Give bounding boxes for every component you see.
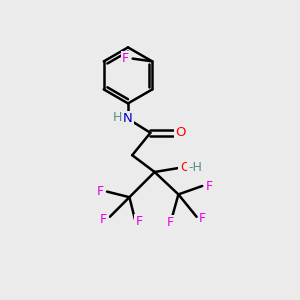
Text: F: F — [100, 213, 107, 226]
Text: -H: -H — [189, 161, 203, 174]
Text: F: F — [96, 185, 103, 198]
Text: F: F — [167, 216, 174, 229]
Text: F: F — [199, 212, 206, 225]
Text: H: H — [112, 111, 122, 124]
Text: F: F — [206, 179, 213, 193]
Text: O: O — [180, 161, 190, 174]
Text: N: N — [123, 112, 133, 125]
Text: F: F — [135, 215, 142, 228]
Text: F: F — [122, 52, 129, 65]
Text: O: O — [176, 126, 186, 139]
